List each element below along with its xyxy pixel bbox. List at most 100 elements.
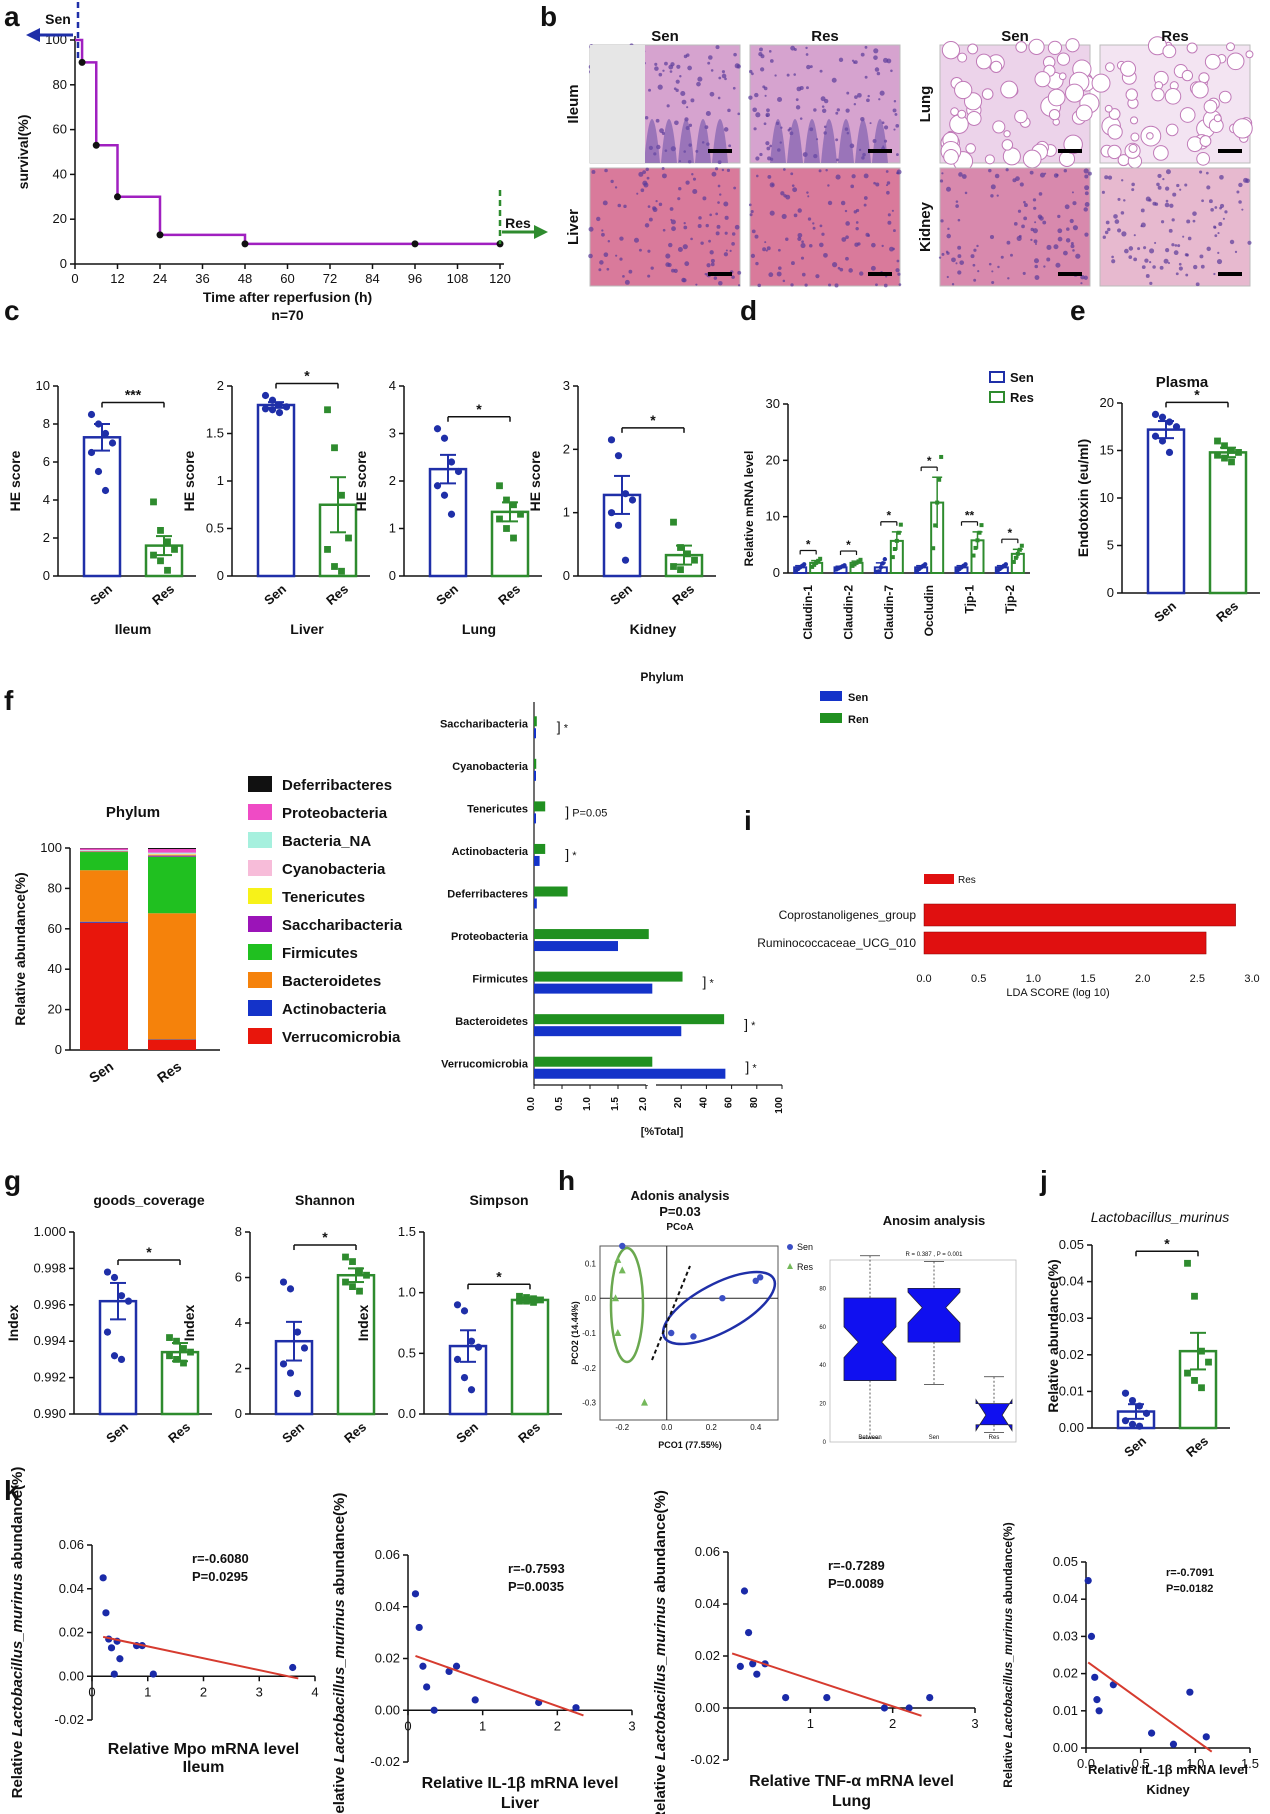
nucleus: [721, 168, 725, 172]
y-axis-title: HE score: [7, 450, 23, 511]
y-tick-label: 0.1: [585, 1259, 597, 1268]
data-point: [300, 1344, 309, 1352]
x-tick-label: 0.0: [916, 973, 931, 985]
nucleus: [831, 77, 837, 83]
nucleus: [670, 219, 676, 225]
y-tick-label: 60: [819, 1325, 826, 1331]
alveolus: [1226, 52, 1245, 71]
y-tick-label: 0.05: [1059, 1237, 1084, 1252]
nucleus: [717, 184, 721, 188]
nucleus: [1217, 251, 1220, 255]
x-tick-label: Res: [989, 1435, 1000, 1441]
nucleus: [821, 108, 827, 113]
nucleus: [1084, 174, 1089, 179]
data-point: [880, 1704, 889, 1712]
bar-ren: [534, 1014, 725, 1025]
nucleus: [996, 194, 999, 197]
legend-label: Proteobacteria: [282, 805, 388, 822]
nucleus: [821, 105, 825, 108]
nucleus: [1206, 185, 1211, 190]
category-label: Verrucomicrobia: [441, 1059, 529, 1071]
nucleus: [1033, 239, 1038, 244]
point-sen: [619, 1242, 626, 1250]
x-tick-label: 3: [256, 1684, 263, 1699]
y-tick-label: 30: [766, 396, 780, 411]
y-tick-label: 0.03: [1059, 1310, 1084, 1325]
data-point: [1191, 1292, 1198, 1300]
legend-swatch: [248, 944, 272, 960]
nucleus: [640, 188, 645, 193]
alveolus: [943, 149, 959, 165]
alveolus: [965, 143, 976, 154]
data-point: [1135, 1402, 1144, 1410]
nucleus: [1162, 178, 1165, 181]
data-point: [261, 391, 270, 400]
alveolus: [1108, 108, 1121, 120]
nucleus: [1177, 244, 1181, 248]
nucleus: [1111, 259, 1116, 264]
alveolus: [941, 41, 961, 60]
data-point: [108, 439, 117, 447]
nucleus: [668, 242, 673, 248]
y-tick-label: 0: [823, 1440, 827, 1446]
data-point: [467, 1386, 476, 1394]
y-tick-label: 2: [235, 1361, 242, 1376]
nucleus: [697, 76, 703, 82]
data-point: [517, 510, 524, 518]
nucleus: [957, 254, 962, 259]
nucleus: [733, 186, 737, 190]
data-point: [975, 538, 980, 543]
significance-label: ***: [125, 387, 142, 403]
x-tick-label: 60: [724, 1097, 735, 1109]
data-point: [1017, 547, 1022, 552]
y-tick-label: 40: [53, 166, 67, 181]
nucleus: [835, 174, 841, 180]
significance-label: *: [710, 978, 715, 990]
nucleus: [836, 108, 840, 112]
significance-label: *: [572, 850, 577, 862]
alveolus: [1146, 132, 1154, 140]
data-point: [814, 560, 819, 565]
data-point: [973, 545, 978, 550]
x-tick-label: Claudin-2: [842, 585, 856, 640]
regression-line: [102, 1635, 299, 1680]
nucleus: [721, 70, 725, 74]
nucleus: [1034, 221, 1037, 224]
nucleus: [755, 261, 759, 266]
nucleus: [654, 66, 659, 71]
nucleus: [1143, 246, 1147, 250]
point-res: [612, 1294, 620, 1302]
nucleus: [710, 262, 715, 267]
nucleus: [755, 112, 761, 118]
nucleus: [1173, 250, 1179, 256]
nucleus: [1032, 198, 1037, 202]
correlation-p: P=0.0035: [508, 1579, 564, 1594]
nucleus: [1176, 183, 1180, 188]
scale-bar: [868, 272, 892, 276]
nucleus: [1023, 216, 1028, 221]
nucleus: [851, 59, 855, 62]
nucleus: [807, 217, 812, 221]
nucleus: [819, 69, 823, 73]
y-tick-label: 1: [563, 505, 570, 520]
nucleus: [795, 98, 799, 102]
nucleus: [1149, 281, 1153, 285]
y-tick-label: 4: [389, 378, 396, 393]
bar-ren: [534, 886, 568, 897]
column-label-res: Res: [811, 28, 839, 45]
x-tick-label: Res: [1183, 1433, 1211, 1460]
nucleus: [647, 274, 651, 278]
nucleus: [883, 125, 889, 130]
nucleus: [1034, 275, 1040, 280]
nucleus: [688, 123, 693, 127]
sig-bracket: ]: [744, 1016, 748, 1032]
data-point: [816, 558, 821, 563]
data-point: [801, 562, 807, 567]
y-tick-label: 10: [766, 509, 780, 524]
nucleus: [683, 222, 686, 225]
alveolus: [1213, 114, 1222, 123]
y-tick-label: 0.990: [33, 1406, 66, 1421]
nucleus: [1145, 274, 1150, 278]
stack-segment-proteobacteria: [148, 849, 196, 853]
tissue-label: Ileum: [115, 621, 152, 637]
